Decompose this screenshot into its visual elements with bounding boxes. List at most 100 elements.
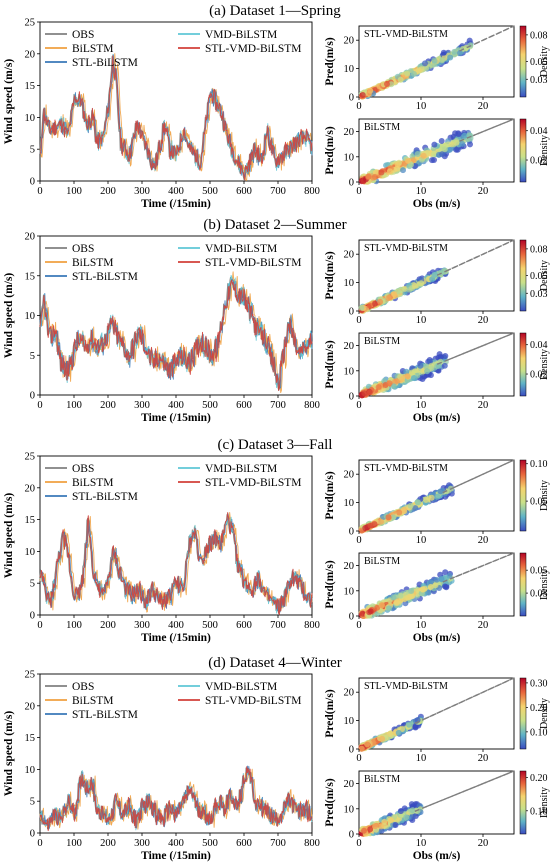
scatter-point [437,488,444,495]
scatter-point [439,57,445,64]
colorbar-tick-label: 0.08 [530,30,548,41]
y-tick-label: 10 [344,498,355,509]
scatter-point [378,518,384,525]
scatter-point [439,151,446,158]
legend-entry: BiLSTM [72,477,114,489]
y-axis-label: Pred(m/s) [324,251,336,300]
scatter-point [428,579,435,585]
y-axis-label: Wind speed (m/s) [3,493,15,579]
x-axis-label: Obs (m/s) [413,632,461,644]
scatter-point [400,507,407,513]
scatter-point [455,131,462,138]
x-tick-label: 500 [202,620,218,631]
legend-entry: VMD-BiLSTM [205,463,277,475]
scatter-point [379,735,386,742]
scatter-point [361,827,367,834]
scatter-point [433,577,440,583]
scatter-point [392,822,399,828]
panel-title-text: Dataset 4—Winter [229,655,341,671]
legend-entry: STL-BiLSTM [72,271,138,283]
x-tick-label: 20 [478,620,489,631]
scatter-point [378,827,385,834]
scatter-point [387,731,394,738]
scatter-point [431,150,437,157]
x-tick-label: 100 [66,620,82,631]
scatter-point [438,138,445,144]
scatter-point [410,157,417,164]
x-tick-label: 20 [478,400,489,411]
y-tick-label: 25 [25,670,36,681]
scatter-point [407,502,414,509]
scatter-point [371,173,378,180]
colorbar-tick-label: 0.04 [530,340,548,351]
scatter-point [367,608,374,615]
colorbar-tick-label: 0.05 [530,271,548,282]
y-tick-label: 20 [25,49,36,60]
x-tick-label: 0 [356,101,361,112]
scatter-point [367,389,373,396]
scatter-point [403,368,410,375]
y-tick-label: 20 [25,483,36,494]
y-axis-label: Pred(m/s) [324,471,336,520]
scatter-point [393,599,400,606]
scatter-point [385,295,392,301]
colorbar [519,552,527,617]
scatter-point [437,353,444,360]
panel-title: (a) Dataset 1—Spring [209,3,341,19]
scatter-point [386,605,393,612]
scatter-point [399,726,406,732]
panel-title: (b) Dataset 2—Summer [203,217,346,233]
scatter-point [417,362,424,369]
y-tick-label: 0 [349,178,354,189]
scatter-point [441,362,448,369]
scatter-point [414,499,421,506]
colorbar-tick-label: 0.02 [530,156,548,167]
scatter-point [431,157,437,163]
y-tick-label: 10 [344,64,355,75]
x-tick-label: 500 [202,838,218,849]
x-tick-label: 300 [134,400,150,411]
panel-title-text: Dataset 1—Spring [230,3,342,19]
scatter-point [412,283,419,289]
scatter-point [390,594,397,601]
y-axis-label: Pred(m/s) [324,126,336,175]
x-tick-label: 100 [66,186,82,197]
y-tick-label: 0 [30,611,35,622]
identity-line-tail [414,677,515,725]
x-tick-label: 300 [134,838,150,849]
scatter-point [365,173,372,180]
x-tick-label: 100 [66,400,82,411]
y-tick-label: 20 [344,127,355,138]
colorbar-tick-label: 0.30 [530,678,548,689]
scatter-point [418,280,425,287]
y-tick-label: 20 [344,250,355,261]
panel-title-text: Dataset 2—Summer [225,217,347,233]
colorbar-tick-label: 0.03 [530,589,548,600]
scatter-point [400,167,406,174]
x-tick-label: 800 [304,620,320,631]
y-tick-label: 5 [30,579,35,590]
scatter-point [365,90,372,97]
y-tick-label: 0 [30,829,35,840]
scatter-point [396,509,403,516]
x-tick-label: 800 [304,400,320,411]
series-line-vmd-bilstm [39,54,313,180]
y-tick-label: 0 [349,392,354,403]
scatter-point [367,522,374,529]
x-tick-label: 400 [168,620,184,631]
scatter-point [358,304,365,311]
legend-entry: BiLSTM [72,257,114,269]
scatter-point [399,376,406,383]
legend-entry: BiLSTM [72,695,114,707]
x-tick-label: 400 [168,838,184,849]
x-tick-label: 600 [236,620,252,631]
y-tick-label: 15 [25,515,36,526]
scatter-point [422,60,428,67]
scatter-point [441,146,448,153]
scatter-point [424,368,431,375]
scatter-point [448,141,455,148]
scatter-point [427,372,434,379]
colorbar-tick-label: 0.20 [530,703,548,714]
scatter-point [374,604,381,611]
